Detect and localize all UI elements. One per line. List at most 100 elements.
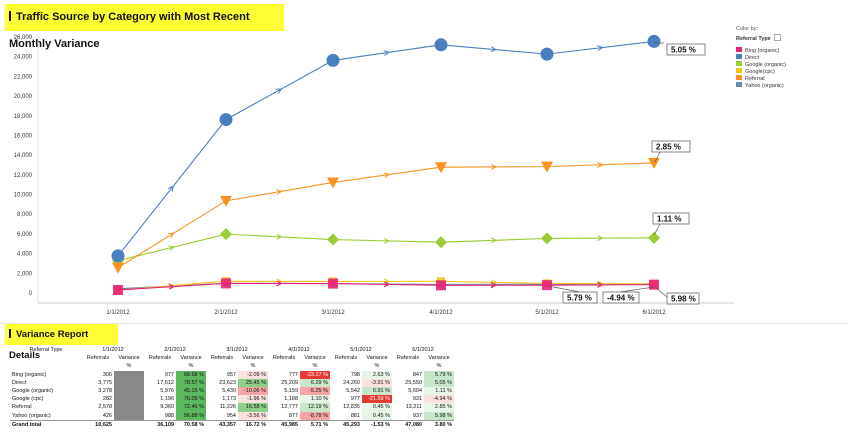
- x-tick-label: 5/1/2012: [535, 310, 559, 316]
- referrals-cell: 3,775: [98, 379, 112, 386]
- variance-cell: 1.10 %: [300, 395, 330, 404]
- data-point: [220, 228, 232, 241]
- variance-cell: -1.96 %: [238, 395, 268, 404]
- y-tick-label: 4,000: [17, 252, 33, 258]
- x-tick-label: 4/1/2012: [429, 310, 453, 316]
- variance-cell: 5.05 %: [424, 378, 454, 387]
- legend-label: Referral: [745, 76, 765, 82]
- legend-item[interactable]: Referral: [736, 75, 842, 82]
- series-arrow: [168, 232, 175, 239]
- referrals-cell: 10,625: [82, 419, 114, 429]
- referral-type-cell: Direct: [12, 379, 27, 386]
- referrals-header: Referrals: [86, 355, 110, 362]
- referrals-cell: 24,260: [343, 379, 360, 386]
- variance-cell: 16.72 %: [238, 419, 268, 429]
- blank-header: [206, 362, 238, 370]
- referrals-cell: 977: [164, 371, 174, 378]
- month-header: 1/1/2012: [102, 347, 124, 354]
- percent-header: %: [312, 363, 318, 370]
- series-arrow: [275, 189, 283, 196]
- chart-title: Traffic Source by Category with Most Rec…: [5, 4, 284, 50]
- percent-header: %: [188, 363, 194, 370]
- referrals-cell: 25,550: [405, 379, 422, 386]
- data-point: [648, 157, 660, 169]
- legend-swatch: [736, 47, 742, 52]
- referrals-cell: 43,357: [206, 419, 238, 429]
- legend-item[interactable]: Direct: [736, 54, 842, 61]
- legend-item[interactable]: Bing (organic): [736, 47, 842, 54]
- legend-item[interactable]: Yahoo (organic): [736, 82, 842, 89]
- referrals-cell: 9,360: [160, 404, 174, 411]
- callout-leader: [655, 287, 668, 298]
- referrals-header: Referrals: [334, 355, 358, 362]
- variance-title-text: Variance Report Details: [9, 329, 89, 361]
- variance-callout-box: [666, 43, 706, 56]
- legend-item[interactable]: Google(cpc): [736, 68, 842, 75]
- variance-cell: [114, 395, 144, 404]
- legend-title: Color by:: [736, 26, 759, 32]
- data-point: [221, 278, 231, 289]
- variance-callout-box: [666, 292, 700, 305]
- table-subheader-row: %%%%%%: [10, 362, 454, 370]
- legend-swatch: [736, 75, 742, 80]
- referrals-cell: 931: [412, 396, 422, 403]
- data-point: [435, 162, 447, 174]
- legend-label: Yahoo (organic): [745, 83, 784, 89]
- referrals-cell: 47,080: [392, 419, 424, 429]
- y-tick-label: 20,000: [14, 94, 33, 100]
- variance-cell: -3.56 %: [238, 411, 268, 421]
- variance-cell: 70.58 %: [176, 419, 206, 429]
- table-row: Bing (organic) 306 977 68.68 % 957 -2.09 % 777…: [10, 370, 454, 379]
- dropdown-icon[interactable]: [773, 34, 781, 41]
- y-tick-label: 6,000: [17, 232, 33, 238]
- variance-cell: 2.63 %: [362, 370, 392, 379]
- referrals-cell: 45,293: [330, 419, 362, 429]
- variance-report-table: Referral Type 1/1/2012 2/1/2012 3/1/2012 4/1…: [10, 346, 454, 429]
- series-arrow: [490, 46, 498, 53]
- variance-cell: 6.29 %: [300, 378, 330, 387]
- variance-cell: -2.09 %: [238, 370, 268, 379]
- blank-header: [144, 362, 176, 370]
- series-arrow: [275, 88, 283, 94]
- series-arrow: [167, 185, 174, 192]
- series-line: [117, 162, 655, 269]
- series-line: [117, 282, 655, 291]
- variance-callout-box: [602, 291, 640, 304]
- blank-header: [10, 362, 82, 370]
- referrals-cell: 45,985: [268, 419, 300, 429]
- table-header-row: Referral Type 1/1/2012 2/1/2012 3/1/2012 4/1…: [10, 346, 454, 354]
- blank-header: [82, 362, 114, 370]
- chart-title-text: Traffic Source by Category with Most Rec…: [9, 11, 250, 50]
- referral-type-cell: Grand total: [10, 419, 82, 429]
- data-point: [111, 249, 125, 263]
- blank-header: [268, 362, 300, 370]
- referrals-cell: 1,173: [222, 396, 236, 403]
- variance-cell: 0.45 %: [362, 403, 392, 412]
- y-tick-label: 2,000: [17, 271, 33, 277]
- referrals-cell: 988: [164, 412, 174, 419]
- variance-cell: 25.45 %: [238, 378, 268, 387]
- referrals-cell: 937: [412, 412, 422, 419]
- variance-callout-box: [651, 140, 691, 153]
- referrals-cell: 2,578: [98, 404, 112, 411]
- variance-header: Variance: [304, 355, 326, 362]
- series-arrow: [383, 172, 391, 179]
- variance-cell: 16.58 %: [238, 403, 268, 412]
- data-point: [113, 284, 123, 295]
- blank-header: [392, 362, 424, 370]
- data-point: [541, 161, 553, 173]
- referrals-cell: 12,777: [281, 404, 298, 411]
- series-arrow: [276, 280, 283, 287]
- series-arrow: [490, 282, 498, 289]
- referral-type-cell: Bing (organic): [12, 371, 47, 378]
- legend-swatch: [736, 82, 742, 87]
- referrals-cell: 954: [226, 412, 236, 419]
- referral-type-cell: Google (cpc): [12, 396, 44, 403]
- legend-item[interactable]: Google (organic): [736, 61, 842, 68]
- referrals-cell: 1,188: [284, 396, 298, 403]
- legend-field-filter[interactable]: Referral Type: [736, 34, 842, 42]
- variance-section-title: Variance Report Details: [5, 324, 118, 361]
- referrals-cell: 17,612: [157, 379, 174, 386]
- series-arrow: [383, 50, 391, 56]
- percent-header: %: [436, 363, 442, 370]
